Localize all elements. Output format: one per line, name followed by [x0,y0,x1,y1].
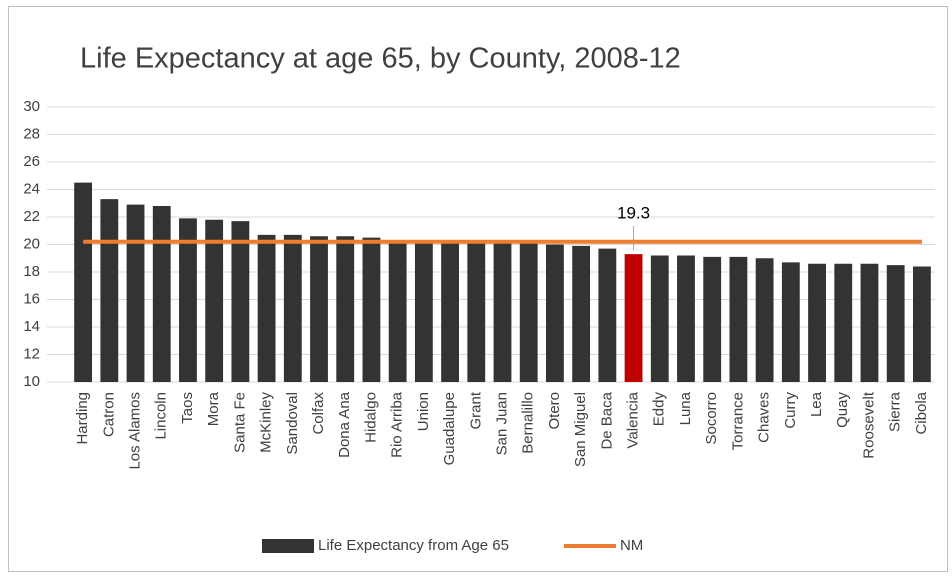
bar [414,241,433,382]
bar [650,255,669,382]
x-tick-label: Chaves [756,392,773,443]
bar [336,236,355,382]
bar [231,221,250,382]
y-tick-label: 28 [23,125,40,142]
bar [677,255,695,382]
bar [546,244,564,382]
bar [467,243,486,382]
bar [834,263,853,382]
bar [362,237,381,382]
y-tick-label: 24 [23,180,40,197]
x-tick-label: Valencia [625,391,642,448]
x-tick-label: Otero [546,392,563,430]
x-tick-label: Lincoln [153,392,170,440]
x-tick-label: Quay [834,392,851,428]
bar [74,182,93,382]
bar [152,206,171,382]
x-tick-label: Hidalgo [362,392,379,443]
x-tick-label: Los Alamos [126,392,143,470]
bar [100,199,119,382]
bar [126,204,145,382]
bar [310,236,328,382]
y-tick-label: 14 [23,318,40,335]
x-tick-label: Curry [782,392,799,429]
x-tick-label: Bernalillo [520,392,537,454]
bar [598,248,617,382]
y-tick-label: 26 [23,153,40,170]
y-tick-label: 22 [23,208,40,225]
legend-swatch [262,539,314,553]
bar [441,243,459,382]
y-tick-label: 30 [23,98,40,115]
bar [860,263,879,382]
data-label: 19.3 [617,204,650,223]
legend-label: Life Expectancy from Age 65 [318,537,509,554]
x-tick-label: Colfax [310,392,327,435]
bar [572,245,591,382]
x-tick-label: San Miguel [572,392,589,467]
x-tick-label: Dona Ana [336,391,353,458]
bar [912,266,931,382]
bar [388,241,407,382]
bar [703,256,722,382]
bar [519,243,538,382]
legend-label: NM [620,537,643,554]
x-tick-label: Socorro [703,392,720,445]
x-tick-label: San Juan [493,392,510,455]
x-tick-label: McKinley [258,392,275,453]
bar [179,218,197,382]
x-tick-label: Union [415,392,432,431]
x-tick-label: Guadalupe [441,392,458,465]
x-tick-label: Luna [677,391,694,425]
x-tick-label: Mora [205,391,222,426]
x-tick-label: Sierra [887,391,904,432]
chart-title: Life Expectancy at age 65, by County, 20… [80,43,681,75]
x-tick-label: Rio Arriba [389,391,406,458]
x-tick-label: Taos [179,392,196,424]
bar [624,254,643,382]
x-tick-label: Catron [100,392,117,437]
bar [283,234,302,382]
x-tick-label: De Baca [598,391,615,449]
y-tick-label: 16 [23,290,40,307]
bar [781,262,800,382]
bar [729,256,748,382]
x-tick-label: Grant [467,391,484,429]
bar [755,258,774,382]
x-tick-label: Roosevelt [860,391,877,459]
bar [886,265,905,382]
bar [257,234,276,382]
x-tick-label: Harding [74,392,91,445]
y-tick-label: 12 [23,345,40,362]
x-tick-label: Santa Fe [231,392,248,453]
x-tick-label: Eddy [651,392,668,427]
bar [493,243,512,382]
y-tick-label: 18 [23,263,40,280]
x-tick-label: Lea [808,391,825,417]
x-tick-label: Torrance [729,392,746,450]
x-tick-label: Sandoval [284,392,301,455]
x-tick-label: Cibola [913,391,930,434]
bar [205,219,224,382]
y-tick-label: 10 [23,373,40,390]
y-tick-label: 20 [23,235,40,252]
bar [808,263,826,382]
